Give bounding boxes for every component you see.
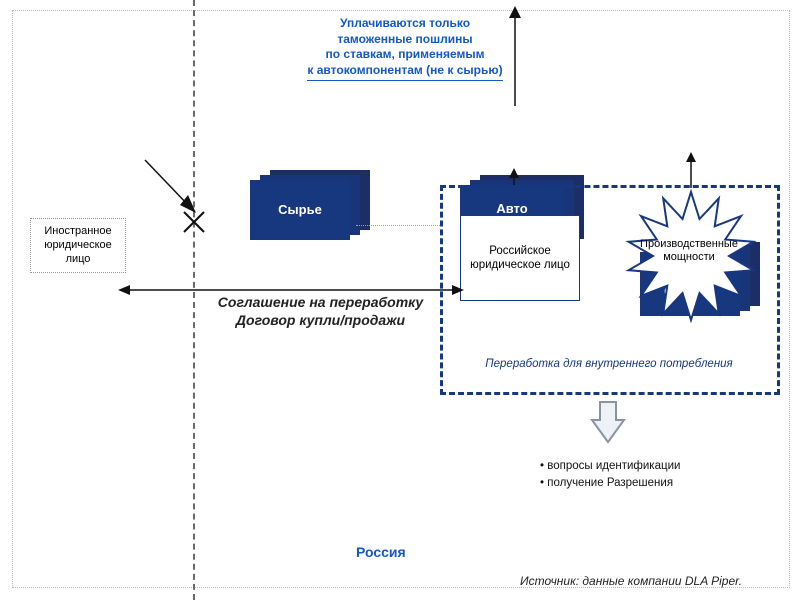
customs-note-line: по ставкам, применяемым [275, 47, 535, 63]
customs-note-line-underlined: к автокомпонентам (не к сырью) [307, 63, 502, 82]
foreign-entity-label: Иностранное юридическое лицо [44, 225, 112, 265]
agreement-line: Соглашение на переработку [198, 293, 443, 311]
flow-raw-to-proc [356, 225, 440, 226]
down-arrow-icon [590, 400, 626, 444]
raw-materials-label: Сырье [278, 202, 322, 218]
customs-note: Уплачиваются только таможенные пошлины п… [275, 16, 535, 81]
processing-caption: Переработка для внутреннего потребления [454, 358, 764, 370]
bullet-item: вопросы идентификации [540, 458, 680, 475]
issues-bullets: вопросы идентификации получение Разрешен… [540, 458, 680, 493]
russian-entity-box: Российское юридическое лицо [460, 215, 580, 301]
foreign-entity-box: Иностранное юридическое лицо [30, 218, 126, 273]
bullet-item: получение Разрешения [540, 475, 680, 492]
arrow-proc-to-waste [682, 152, 700, 188]
arrow-export-up [505, 6, 525, 106]
russian-entity-label: Российское юридическое лицо [465, 244, 575, 273]
source-caption: Источник: данные компании DLA Piper. [520, 574, 742, 588]
x-mark-icon [182, 210, 206, 234]
agreement-line: Договор купли/продажи [198, 311, 443, 329]
customs-border-line [193, 0, 195, 600]
raw-materials-stack: Сырье [250, 180, 370, 260]
customs-note-line: таможенные пошлины [275, 32, 535, 48]
customs-note-line: Уплачиваются только [275, 16, 535, 32]
capacity-label: Производственные мощности [626, 238, 752, 264]
agreement-label: Соглашение на переработку Договор купли/… [198, 293, 443, 329]
russia-label: Россия [356, 544, 406, 560]
diagram-canvas: Уплачиваются только таможенные пошлины п… [0, 0, 800, 600]
